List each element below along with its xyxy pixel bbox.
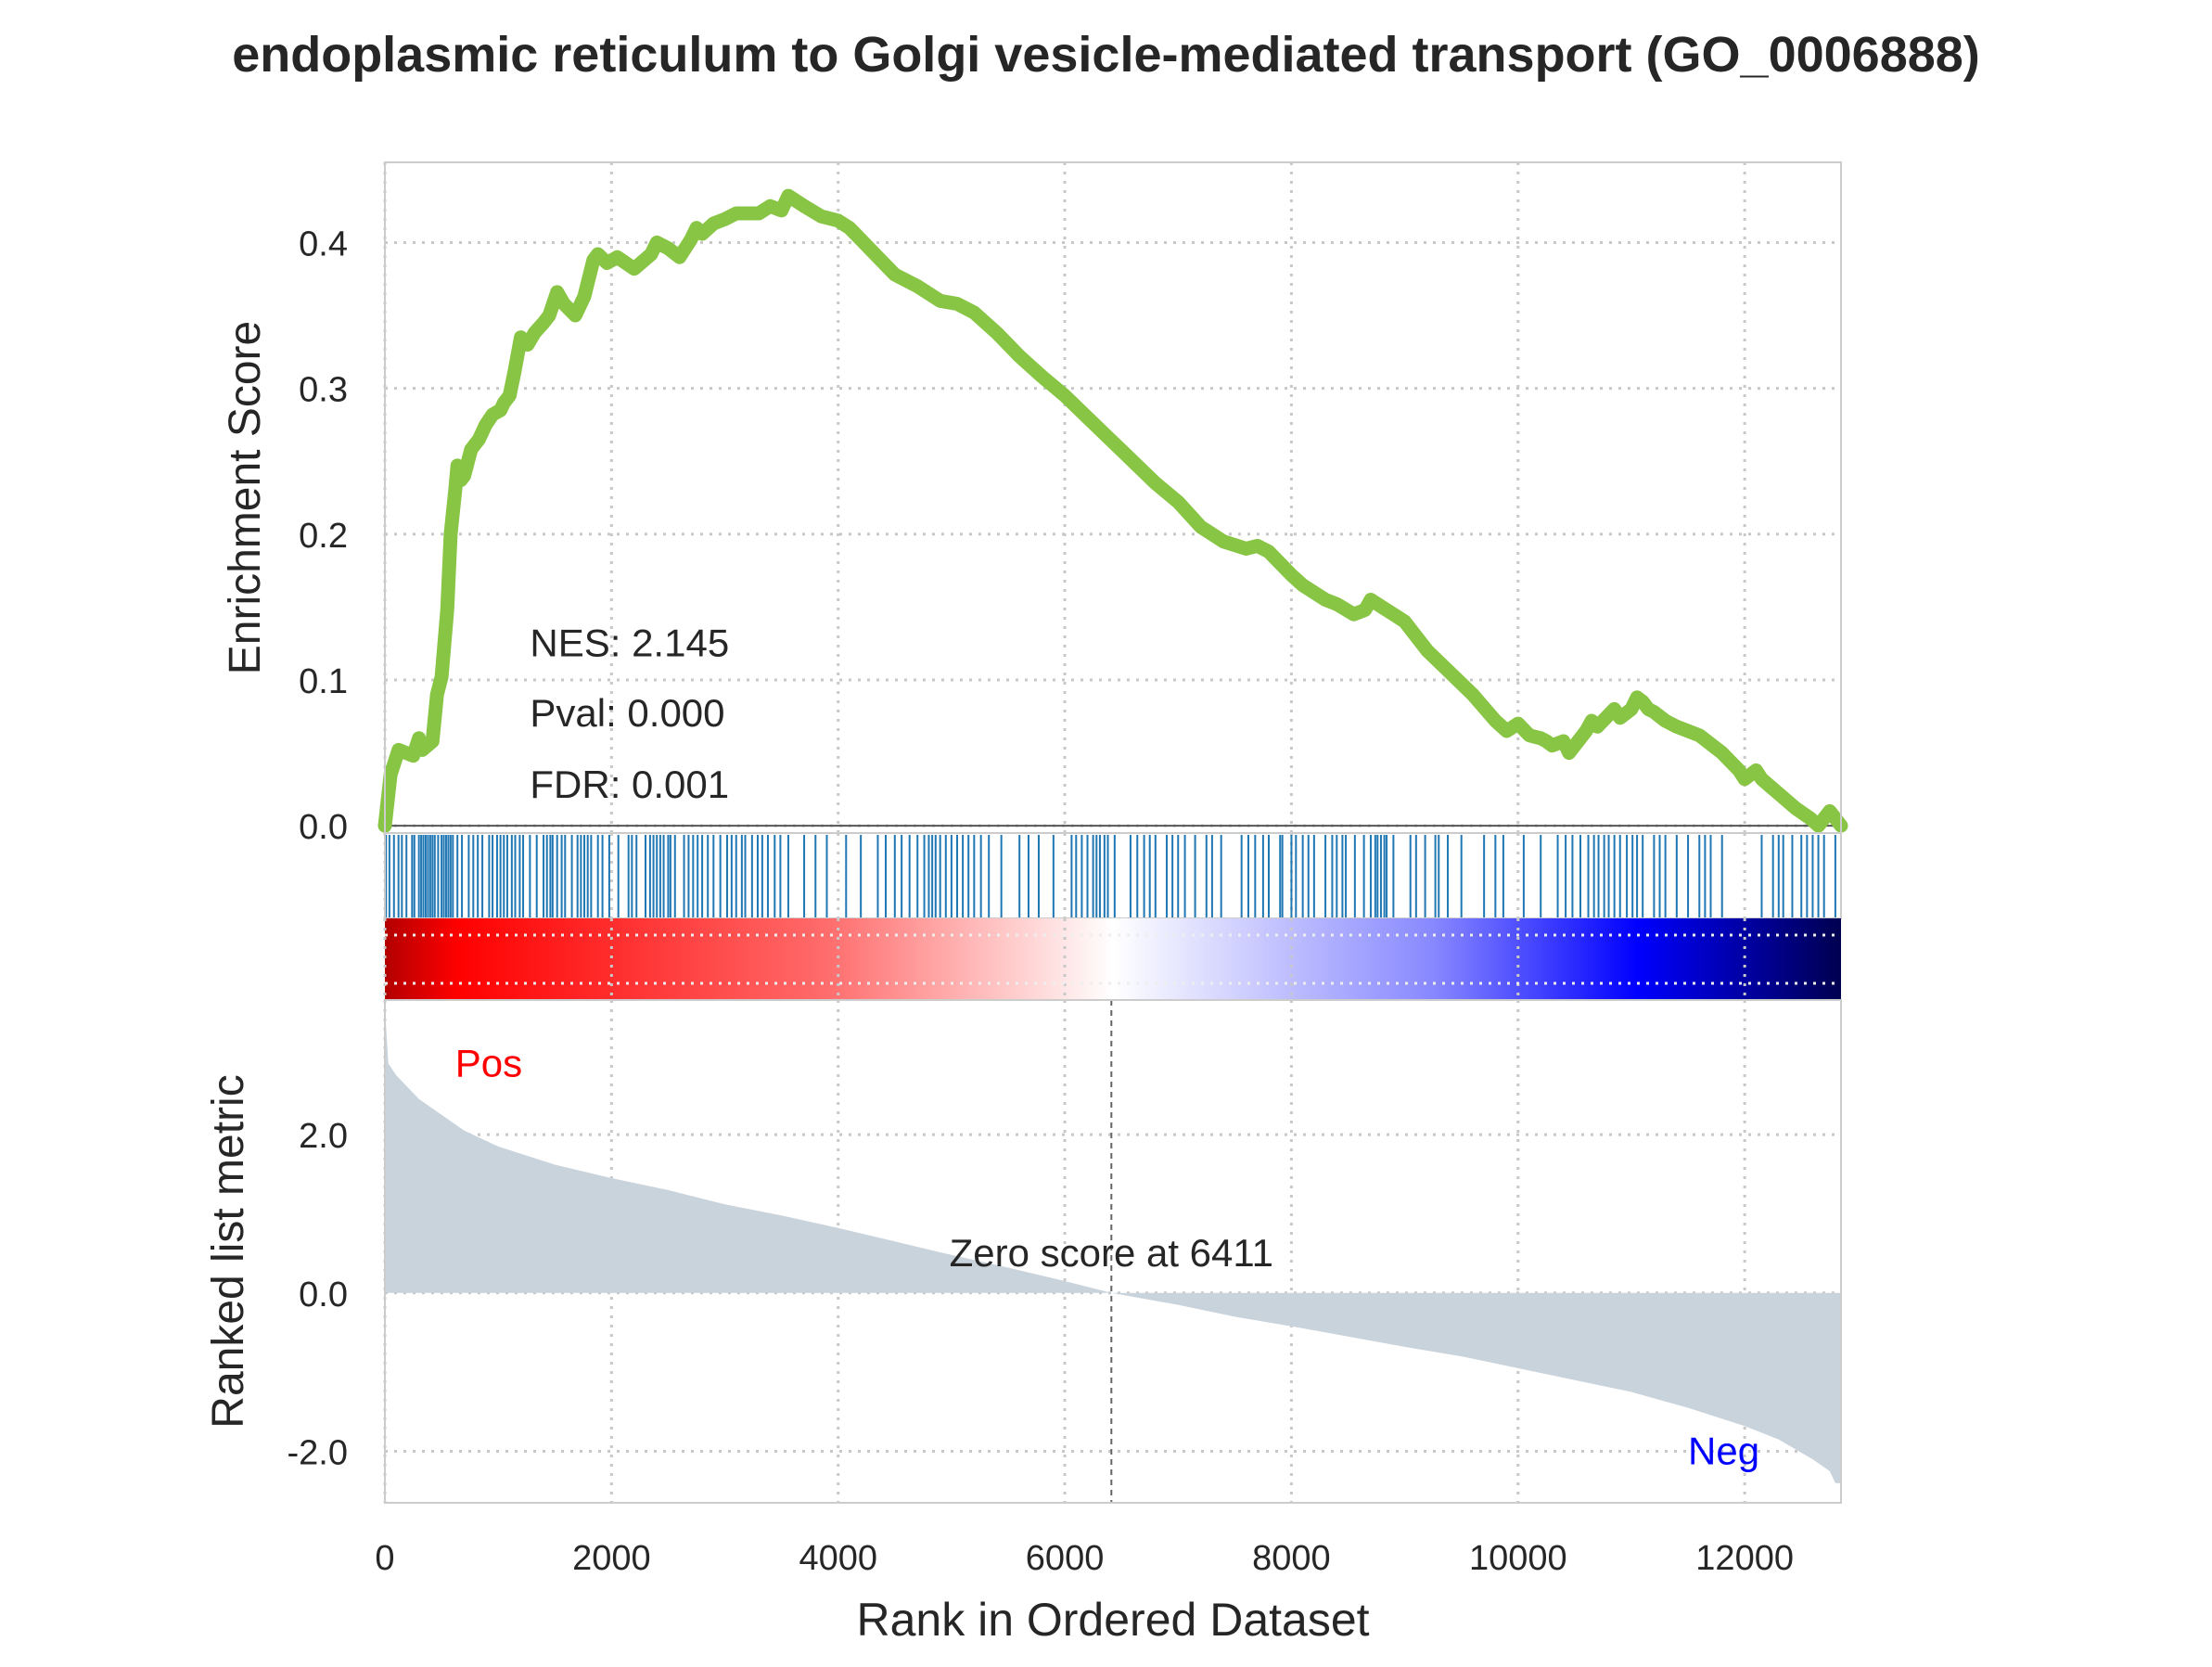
- nes-annotation: NES: 2.145: [530, 622, 729, 665]
- x-tick-label: 12000: [1695, 1539, 1794, 1578]
- bar-gridlines: [383, 918, 1841, 1000]
- rm-panel-frame: [384, 999, 1842, 1504]
- rank-gradient: [385, 918, 1841, 1000]
- enrichment-score-panel: 0.0 0.1 0.2 0.3 0.4 NES: 2.145 Pval: 0.000 F…: [221, 161, 1848, 847]
- x-tick-label: 6000: [1026, 1539, 1105, 1578]
- es-y-tick-label: 0.3: [299, 371, 348, 410]
- ranked-metric-panel: -2.0 0.0 2.0 Pos Neg Zero score at 6411 Ra…: [204, 999, 1842, 1504]
- x-axis-label: Rank in Ordered Dataset: [856, 1594, 1369, 1646]
- rm-y-tick-labels: -2.0 0.0 2.0: [288, 1117, 348, 1472]
- es-stats-annotations: NES: 2.145 Pval: 0.000 FDR: 0.001: [530, 622, 729, 806]
- x-tick-label: 8000: [1252, 1539, 1331, 1578]
- es-y-tick-label: 0.2: [299, 517, 348, 556]
- neg-label: Neg: [1688, 1430, 1759, 1473]
- rm-y-tick-label: 0.0: [299, 1276, 348, 1314]
- es-y-axis-label: Enrichment Score: [221, 321, 270, 675]
- x-tick-label: 4000: [799, 1539, 877, 1578]
- gene-hits-panel: [383, 832, 1842, 919]
- x-tick-labels: 0 2000 4000 6000 8000 10000 12000: [375, 1539, 1794, 1578]
- es-y-tick-label: 0.0: [299, 808, 348, 847]
- es-series-line: [377, 188, 1848, 833]
- rm-y-axis-label: Ranked list metric: [204, 1074, 253, 1428]
- fdr-annotation: FDR: 0.001: [530, 763, 729, 806]
- x-tick-label: 10000: [1469, 1539, 1567, 1578]
- rank-color-bar: [383, 918, 1841, 1000]
- hit-marks: [385, 835, 1836, 918]
- chart-title: endoplasmic reticulum to Golgi vesicle-m…: [232, 27, 1980, 83]
- pos-label: Pos: [455, 1041, 522, 1084]
- ranked-metric-area: [385, 1007, 1841, 1483]
- rm-y-tick-label: -2.0: [288, 1434, 348, 1473]
- x-tick-label: 2000: [572, 1539, 651, 1578]
- pval-annotation: Pval: 0.000: [530, 691, 724, 735]
- es-y-tick-labels: 0.0 0.1 0.2 0.3 0.4: [299, 224, 348, 847]
- rm-y-tick-label: 2.0: [299, 1117, 348, 1156]
- x-tick-label: 0: [375, 1539, 394, 1578]
- es-y-tick-label: 0.1: [299, 662, 348, 701]
- es-y-tick-label: 0.4: [299, 224, 348, 263]
- zero-score-annotation: Zero score at 6411: [950, 1231, 1273, 1275]
